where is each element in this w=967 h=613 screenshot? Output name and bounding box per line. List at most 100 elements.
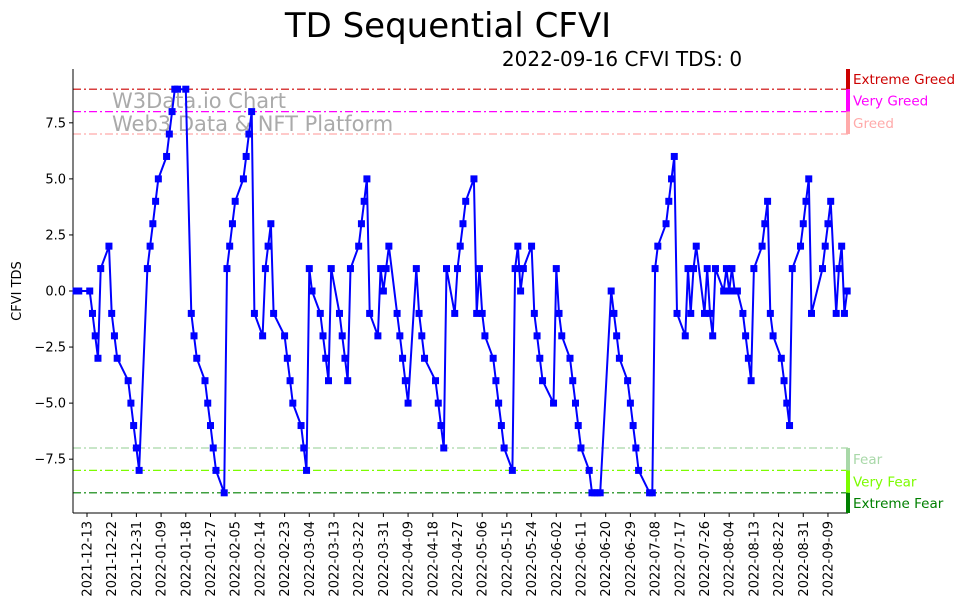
data-point: [725, 287, 733, 295]
data-point: [709, 332, 717, 340]
data-point: [105, 242, 113, 250]
data-point: [766, 309, 774, 317]
data-point: [632, 444, 640, 452]
data-point: [168, 108, 176, 116]
x-tick-label: 2022-06-20: [599, 521, 614, 597]
data-point: [418, 332, 426, 340]
data-point: [692, 242, 700, 250]
data-point: [799, 220, 807, 228]
x-tick-label: 2022-02-14: [253, 521, 268, 597]
x-tick-label: 2022-04-18: [426, 521, 441, 597]
data-point: [764, 197, 772, 205]
data-point: [530, 309, 538, 317]
data-point: [629, 422, 637, 430]
data-point: [750, 265, 758, 273]
data-point: [500, 444, 508, 452]
data-point: [344, 377, 352, 385]
data-point: [739, 309, 747, 317]
x-tick-label: 2022-01-09: [155, 521, 170, 597]
data-point: [519, 265, 527, 273]
data-point: [569, 377, 577, 385]
zone-label: Fear: [853, 452, 883, 468]
data-point: [703, 265, 711, 273]
x-tick-label: 2022-01-18: [179, 521, 194, 597]
data-point: [462, 197, 470, 205]
data-point: [204, 399, 212, 407]
data-point: [206, 422, 214, 430]
y-tick-label: 5.0: [45, 172, 66, 187]
series-cfvi-tds: [72, 85, 851, 497]
data-point: [689, 265, 697, 273]
data-point: [758, 242, 766, 250]
data-point: [528, 242, 536, 250]
x-tick-label: 2022-05-15: [500, 521, 515, 597]
data-point: [319, 332, 327, 340]
zone-band-very-greed: [846, 89, 850, 112]
data-point: [835, 265, 843, 273]
data-point: [385, 242, 393, 250]
data-point: [788, 265, 796, 273]
data-point: [396, 332, 404, 340]
data-point: [143, 265, 151, 273]
data-point: [308, 287, 316, 295]
data-point: [421, 354, 429, 362]
data-point: [366, 309, 374, 317]
data-point: [769, 332, 777, 340]
data-point: [489, 354, 497, 362]
data-point: [475, 265, 483, 273]
data-point: [149, 220, 157, 228]
data-point: [536, 354, 544, 362]
x-tick-label: 2022-01-27: [204, 521, 219, 597]
data-point: [607, 287, 615, 295]
data-point: [626, 399, 634, 407]
zone-band-extreme-fear: [846, 492, 850, 513]
data-point: [130, 422, 138, 430]
data-point: [146, 242, 154, 250]
data-point: [684, 265, 692, 273]
data-point: [193, 354, 201, 362]
x-tick-label: 2022-08-31: [797, 521, 812, 597]
x-tick-label: 2022-06-11: [574, 521, 589, 597]
data-point: [163, 152, 171, 160]
data-point: [832, 309, 840, 317]
data-point: [670, 152, 678, 160]
data-point: [596, 489, 604, 497]
data-point: [585, 466, 593, 474]
data-point: [283, 354, 291, 362]
data-point: [220, 489, 228, 497]
data-point: [212, 466, 220, 474]
data-point: [165, 130, 173, 138]
zone-label: Extreme Greed: [853, 72, 955, 88]
data-point: [250, 309, 258, 317]
y-tick-label: −5.0: [34, 397, 66, 412]
data-point: [248, 108, 256, 116]
data-point: [786, 422, 794, 430]
data-point: [286, 377, 294, 385]
x-tick-label: 2022-04-27: [451, 521, 466, 597]
data-point: [182, 85, 190, 93]
data-point: [747, 377, 755, 385]
data-point: [434, 399, 442, 407]
data-point: [508, 466, 516, 474]
data-point: [357, 220, 365, 228]
data-point: [552, 265, 560, 273]
x-tick-label: 2022-07-26: [698, 521, 713, 597]
y-tick-label: −2.5: [34, 341, 66, 356]
data-point: [401, 377, 409, 385]
data-point: [261, 265, 269, 273]
data-point: [827, 197, 835, 205]
data-point: [363, 175, 371, 183]
y-tick-label: 0.0: [45, 285, 66, 300]
x-tick-label: 2021-12-31: [130, 521, 145, 597]
data-point: [780, 377, 788, 385]
data-point: [245, 130, 253, 138]
x-tick-label: 2022-06-29: [624, 521, 639, 597]
data-point: [94, 354, 102, 362]
data-point: [783, 399, 791, 407]
data-point: [270, 309, 278, 317]
data-point: [97, 265, 105, 273]
data-point: [86, 287, 94, 295]
x-tick-label: 2022-05-06: [476, 521, 491, 597]
data-point: [338, 332, 346, 340]
data-point: [335, 309, 343, 317]
